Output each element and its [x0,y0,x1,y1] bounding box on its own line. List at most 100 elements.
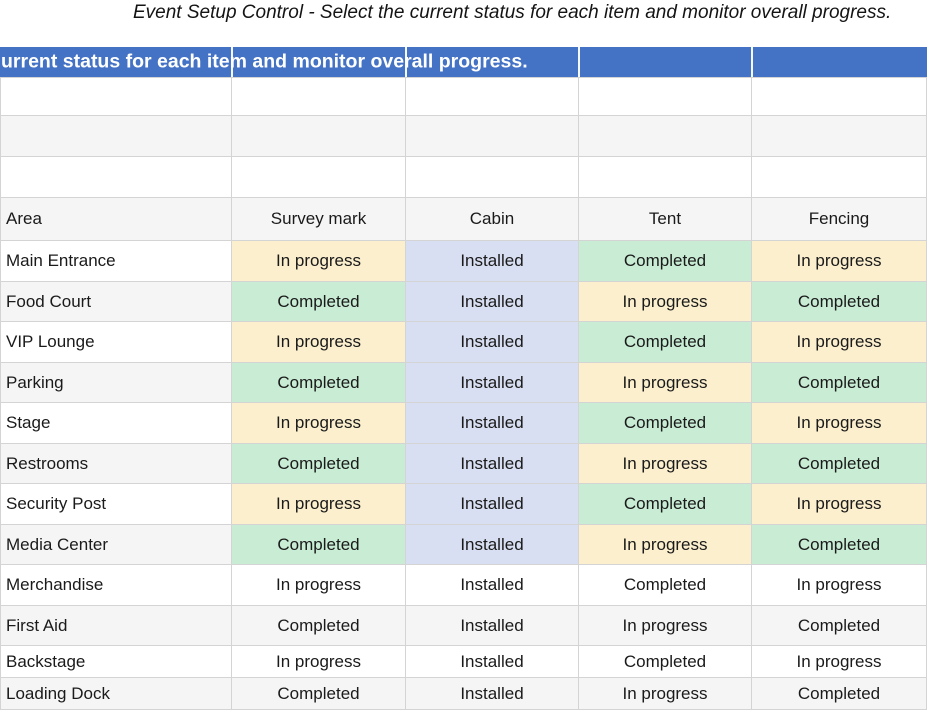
status-cell[interactable]: In progress [752,241,927,282]
status-cell[interactable]: Installed [406,646,579,678]
status-cell[interactable]: Completed [579,484,752,525]
column-header: Cabin [406,198,579,241]
status-cell[interactable]: In progress [232,484,406,525]
banner-column-divider [231,47,233,77]
status-cell[interactable]: Installed [406,444,579,484]
status-cell[interactable]: In progress [232,322,406,363]
header-banner-text: urrent status for each item and monitor … [1,50,528,73]
area-cell: Merchandise [0,565,232,606]
empty-cell [752,78,927,116]
status-cell[interactable]: Completed [579,565,752,606]
status-cell[interactable]: In progress [232,646,406,678]
status-cell[interactable]: Installed [406,565,579,606]
empty-cell [232,78,406,116]
table-row [0,157,927,198]
banner-column-divider [751,47,753,77]
status-cell[interactable]: Completed [752,444,927,484]
status-cell[interactable]: Installed [406,525,579,565]
empty-cell [0,116,232,157]
empty-cell [579,116,752,157]
empty-cell [0,78,232,116]
status-cell[interactable]: Completed [232,444,406,484]
table-row: First Aid Completed Installed In progress Co… [0,606,927,646]
area-cell: Security Post [0,484,232,525]
status-cell[interactable]: In progress [579,282,752,322]
status-cell[interactable]: In progress [232,403,406,444]
status-cell[interactable]: Completed [752,606,927,646]
empty-cell [752,157,927,198]
status-cell[interactable]: Completed [579,646,752,678]
empty-cell [406,157,579,198]
area-cell: Main Entrance [0,241,232,282]
status-cell[interactable]: Completed [752,678,927,710]
status-cell[interactable]: In progress [752,646,927,678]
header-banner: urrent status for each item and monitor … [0,47,927,77]
status-cell[interactable]: Completed [752,282,927,322]
table-row: Security Post In progress Installed Complet… [0,484,927,525]
status-cell[interactable]: In progress [752,403,927,444]
empty-cell [752,116,927,157]
empty-cell [232,116,406,157]
column-header: Tent [579,198,752,241]
empty-cell [0,157,232,198]
status-cell[interactable]: Completed [232,606,406,646]
column-header: Fencing [752,198,927,241]
status-cell[interactable]: Completed [579,403,752,444]
status-cell[interactable]: Installed [406,403,579,444]
status-cell[interactable]: In progress [752,484,927,525]
table-row: Parking Completed Installed In progress Comp… [0,363,927,403]
status-cell[interactable]: Completed [232,363,406,403]
status-cell[interactable]: In progress [752,322,927,363]
banner-column-divider [578,47,580,77]
status-cell[interactable]: Completed [232,678,406,710]
table-row: Area Survey mark Cabin Tent Fencing [0,198,927,241]
table-row [0,78,927,116]
empty-cell [406,116,579,157]
empty-cell [579,157,752,198]
table-row: Merchandise In progress Installed Completed… [0,565,927,606]
status-cell[interactable]: In progress [579,606,752,646]
status-cell[interactable]: In progress [579,678,752,710]
status-cell[interactable]: Installed [406,241,579,282]
area-cell: Parking [0,363,232,403]
column-header: Survey mark [232,198,406,241]
status-cell[interactable]: Installed [406,678,579,710]
area-cell: Restrooms [0,444,232,484]
table-row: Food Court Completed Installed In progress C… [0,282,927,322]
banner-column-divider [405,47,407,77]
column-header: Area [0,198,232,241]
status-cell[interactable]: In progress [232,565,406,606]
area-cell: Media Center [0,525,232,565]
status-cell[interactable]: Installed [406,282,579,322]
status-cell[interactable]: In progress [579,363,752,403]
status-cell[interactable]: In progress [579,525,752,565]
status-cell[interactable]: Completed [752,525,927,565]
status-cell[interactable]: Installed [406,484,579,525]
status-cell[interactable]: Installed [406,322,579,363]
status-cell[interactable]: Completed [232,525,406,565]
status-cell[interactable]: Completed [579,322,752,363]
table-row: Main Entrance In progress Installed Complet… [0,241,927,282]
table-row: VIP Lounge In progress Installed Completed I… [0,322,927,363]
area-cell: VIP Lounge [0,322,232,363]
status-cell[interactable]: Completed [752,363,927,403]
status-cell[interactable]: In progress [579,444,752,484]
area-cell: Backstage [0,646,232,678]
status-cell[interactable]: In progress [752,565,927,606]
empty-cell [579,78,752,116]
status-cell[interactable]: Completed [232,282,406,322]
status-table: Area Survey mark Cabin Tent Fencing Main Entr… [0,77,927,710]
status-cell[interactable]: Installed [406,606,579,646]
status-cell[interactable]: In progress [232,241,406,282]
table-row: Media Center Completed Installed In progres… [0,525,927,565]
status-cell[interactable]: Completed [579,241,752,282]
table-row: Stage In progress Installed Completed In pro… [0,403,927,444]
area-cell: Loading Dock [0,678,232,710]
status-cell[interactable]: Installed [406,363,579,403]
page-title: Event Setup Control - Select the current… [133,2,892,23]
table-row [0,116,927,157]
table-row: Loading Dock Completed Installed In progres… [0,678,927,710]
area-cell: Food Court [0,282,232,322]
table-row: Backstage In progress Installed Completed In… [0,646,927,678]
empty-cell [406,78,579,116]
